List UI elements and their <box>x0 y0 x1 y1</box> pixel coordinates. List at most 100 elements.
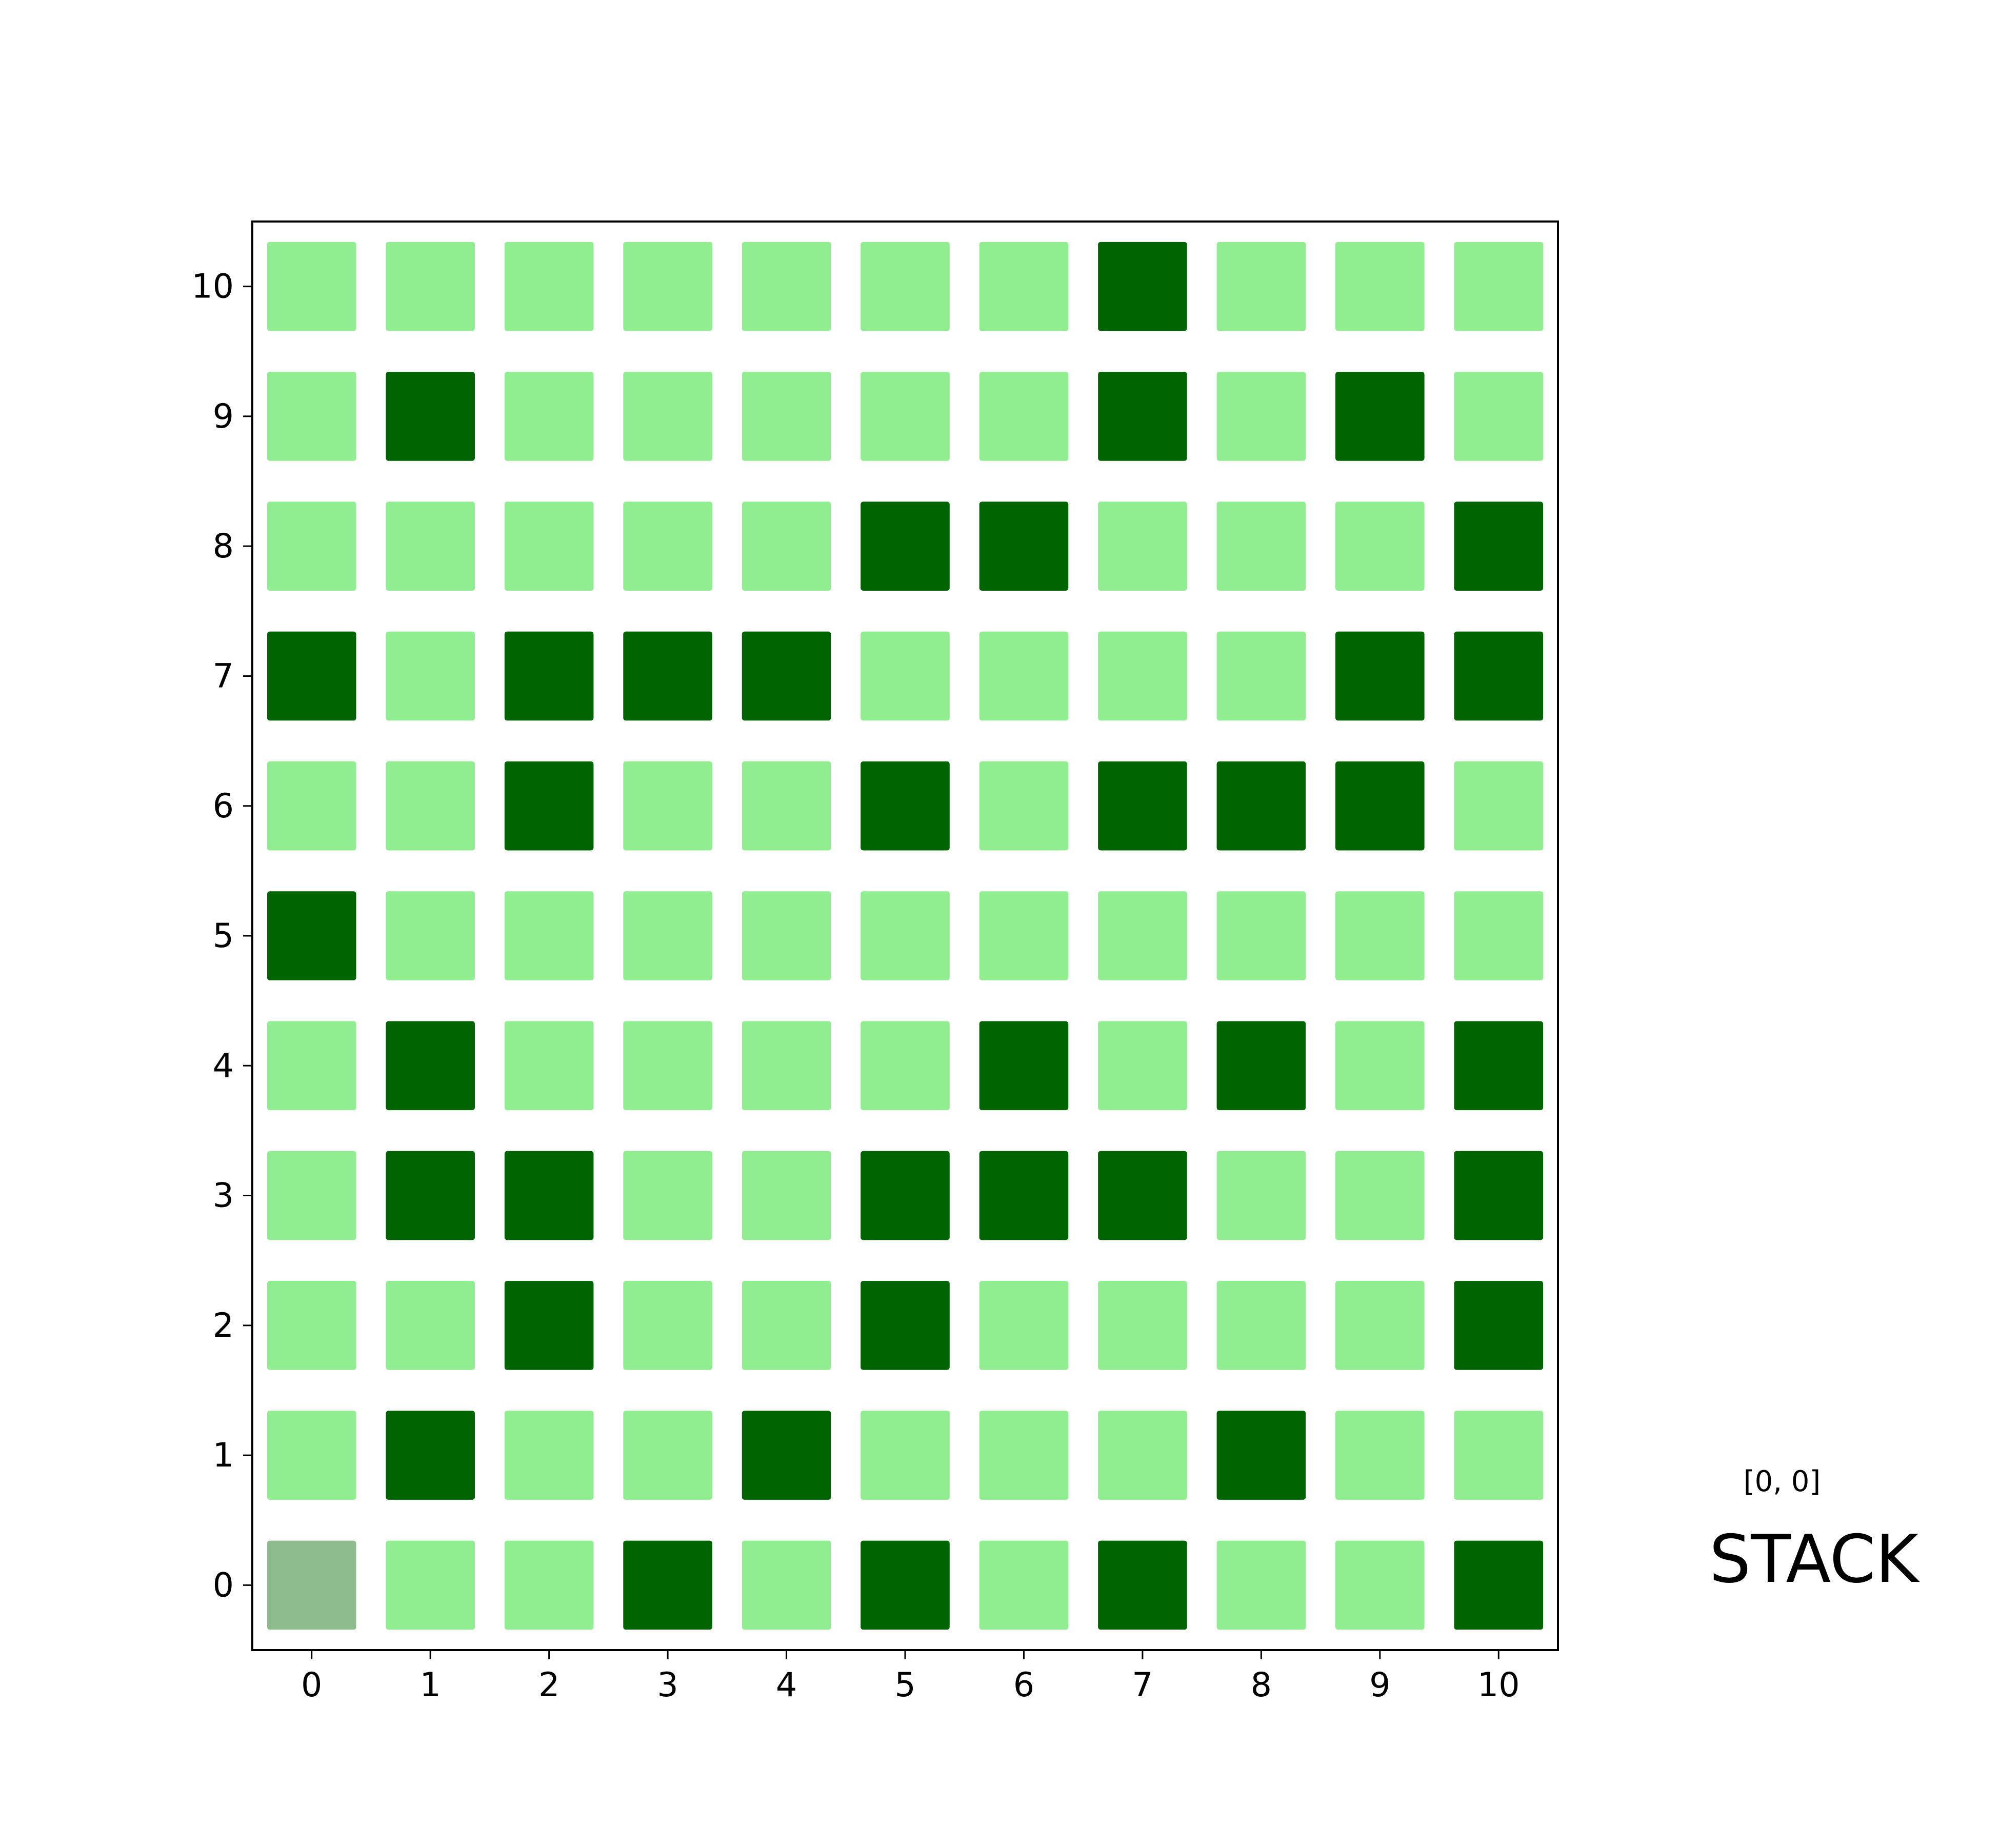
cell <box>742 891 831 980</box>
cell <box>742 761 831 851</box>
cell <box>623 1151 712 1240</box>
cell <box>1335 1411 1425 1500</box>
cell <box>504 372 594 461</box>
x-tick-label: 5 <box>894 1666 915 1704</box>
cell <box>267 1021 356 1111</box>
cell <box>979 1021 1069 1111</box>
cell <box>267 372 356 461</box>
cell <box>504 501 594 591</box>
cell <box>386 891 475 980</box>
cell <box>267 1540 356 1630</box>
y-tick-label: 2 <box>213 1307 234 1345</box>
cell <box>742 372 831 461</box>
cell <box>267 242 356 331</box>
cell <box>1335 631 1425 721</box>
cell <box>1098 631 1187 721</box>
cell <box>386 1151 475 1240</box>
cell <box>1454 1021 1544 1111</box>
cell <box>979 1281 1069 1370</box>
cell <box>1454 372 1544 461</box>
y-tick-label: 1 <box>213 1436 234 1475</box>
y-tick-label: 5 <box>213 917 234 955</box>
cell <box>1454 1151 1544 1240</box>
cell <box>267 1411 356 1500</box>
cell <box>386 1411 475 1500</box>
cell <box>267 1151 356 1240</box>
cell <box>267 761 356 851</box>
position-label: [0, 0] <box>1744 1465 1821 1498</box>
cell <box>1335 1021 1425 1111</box>
cell <box>1216 1411 1306 1500</box>
y-tick-label: 9 <box>213 397 234 436</box>
cell <box>979 891 1069 980</box>
cell <box>979 1151 1069 1240</box>
cell <box>1454 1540 1544 1630</box>
x-tick-label: 6 <box>1013 1666 1034 1704</box>
y-tick-label: 10 <box>191 268 234 306</box>
cell <box>1098 1021 1187 1111</box>
cell <box>504 1151 594 1240</box>
cell <box>742 1151 831 1240</box>
cell <box>1216 1151 1306 1240</box>
x-tick-label: 8 <box>1251 1666 1272 1704</box>
cell <box>1454 501 1544 591</box>
y-tick-label: 3 <box>213 1177 234 1215</box>
cell <box>504 1540 594 1630</box>
cell <box>742 501 831 591</box>
cell <box>861 631 950 721</box>
cell <box>742 1021 831 1111</box>
cell <box>386 372 475 461</box>
cell <box>1216 631 1306 721</box>
cell <box>1454 631 1544 721</box>
cell <box>1098 761 1187 851</box>
cell <box>742 242 831 331</box>
cell <box>386 501 475 591</box>
cell <box>742 1411 831 1500</box>
cell <box>1335 242 1425 331</box>
x-tick-label: 10 <box>1477 1666 1520 1704</box>
cell <box>1335 761 1425 851</box>
cell <box>1335 501 1425 591</box>
cell <box>1454 1281 1544 1370</box>
cell <box>623 1021 712 1111</box>
cell <box>1216 1021 1306 1111</box>
cell <box>267 631 356 721</box>
cell <box>1216 501 1306 591</box>
stack-label: STACK <box>1709 1521 1920 1598</box>
cell <box>861 1281 950 1370</box>
x-tick-label: 7 <box>1132 1666 1153 1704</box>
cell <box>1098 891 1187 980</box>
x-tick-label: 3 <box>657 1666 678 1704</box>
cell <box>1216 1281 1306 1370</box>
x-tick-label: 4 <box>776 1666 797 1704</box>
cell <box>1335 891 1425 980</box>
cell <box>1098 372 1187 461</box>
cell <box>386 242 475 331</box>
cell <box>1216 891 1306 980</box>
cell <box>623 891 712 980</box>
cell <box>623 1540 712 1630</box>
y-tick-label: 0 <box>213 1566 234 1604</box>
cell <box>623 501 712 591</box>
cell <box>1335 1151 1425 1240</box>
cell <box>1098 1151 1187 1240</box>
cell <box>386 1281 475 1370</box>
y-tick-label: 7 <box>213 657 234 696</box>
cell <box>861 1021 950 1111</box>
y-tick-label: 6 <box>213 787 234 826</box>
cell <box>1216 1540 1306 1630</box>
cell <box>623 1281 712 1370</box>
cell <box>979 761 1069 851</box>
x-tick-label: 1 <box>420 1666 441 1704</box>
cell <box>1098 1411 1187 1500</box>
cell <box>742 631 831 721</box>
cell <box>504 631 594 721</box>
cell <box>504 1021 594 1111</box>
cell <box>267 1281 356 1370</box>
x-tick-label: 9 <box>1369 1666 1390 1704</box>
cell <box>504 242 594 331</box>
cell <box>979 631 1069 721</box>
cell <box>1454 1411 1544 1500</box>
y-tick-label: 4 <box>213 1047 234 1085</box>
cell <box>861 1411 950 1500</box>
